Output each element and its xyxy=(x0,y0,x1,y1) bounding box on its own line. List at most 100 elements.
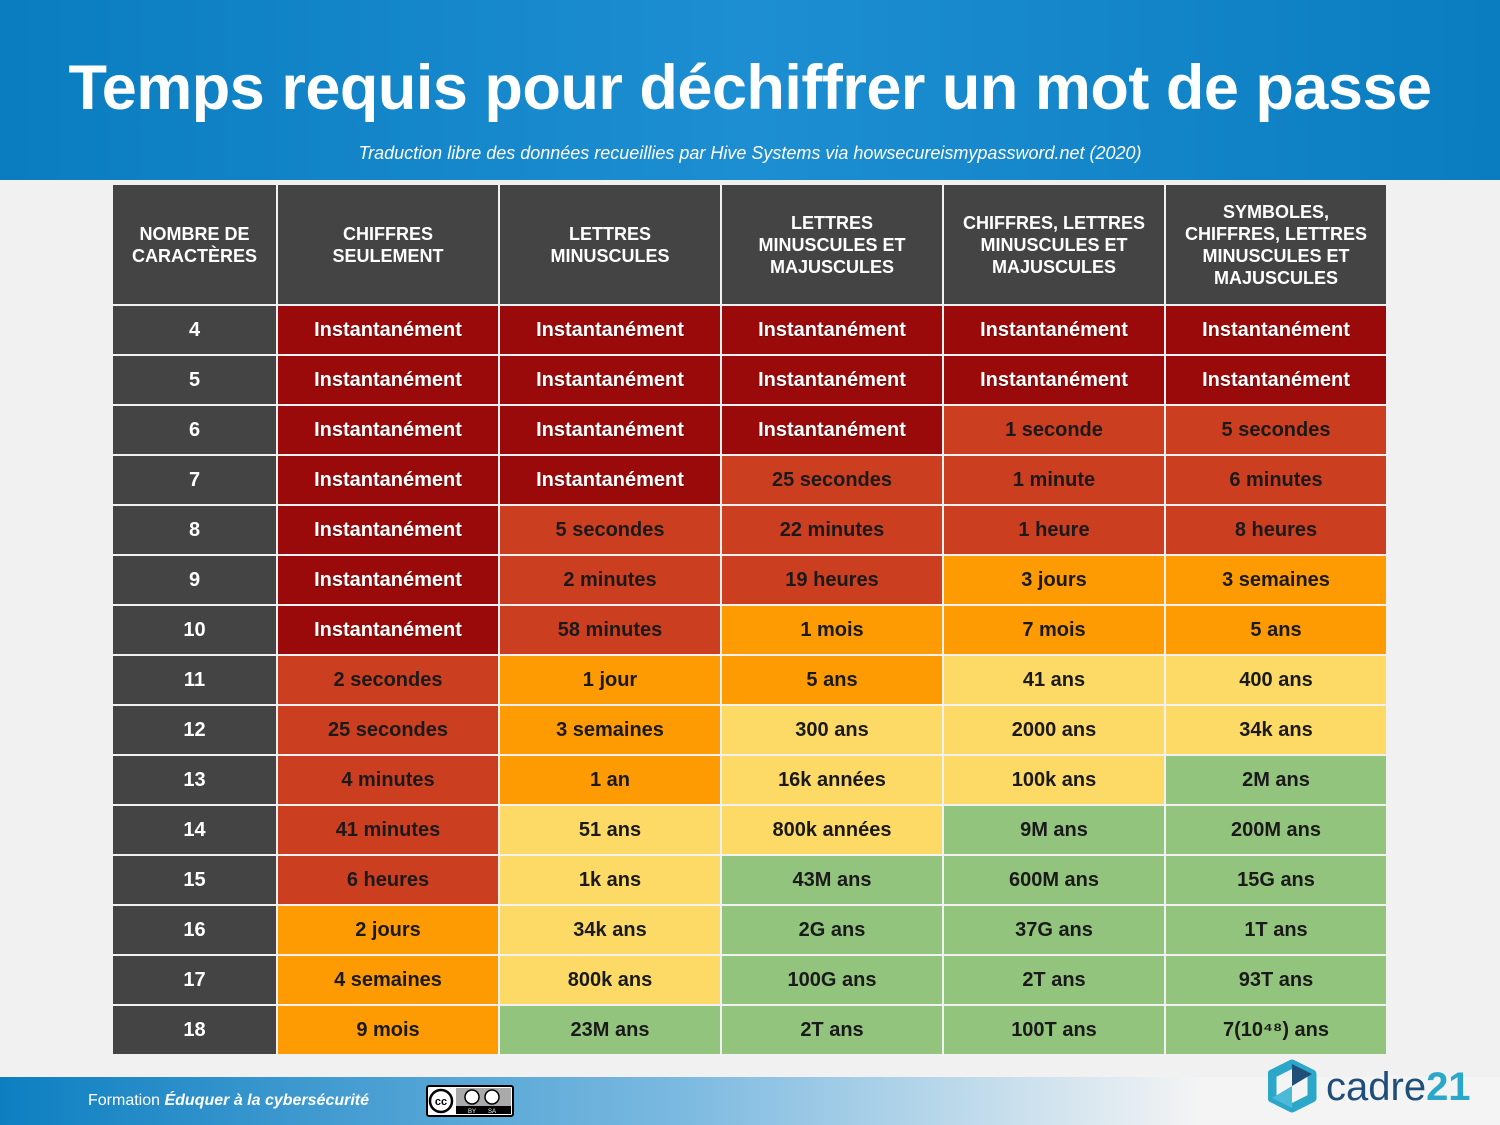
time-cell: 2 jours xyxy=(278,906,498,954)
table: NOMBRE DE CARACTÈRES CHIFFRES SEULEMENT LE… xyxy=(113,185,1386,1054)
column-header: LETTRES MINUSCULES ET MAJUSCULES xyxy=(722,185,942,304)
time-cell: 6 heures xyxy=(278,856,498,904)
column-header: CHIFFRES, LETTRES MINUSCULES ET MAJUSCUL… xyxy=(944,185,1164,304)
sa-label: SA xyxy=(488,1109,496,1115)
time-cell: Instantanément xyxy=(944,356,1164,404)
time-cell: 25 secondes xyxy=(722,456,942,504)
time-cell: Instantanément xyxy=(722,356,942,404)
time-cell: 15G ans xyxy=(1166,856,1386,904)
time-cell: 2G ans xyxy=(722,906,942,954)
subtitle: Traduction libre des données recueillies… xyxy=(358,143,1142,163)
time-cell: Instantanément xyxy=(722,406,942,454)
time-cell: 800k années xyxy=(722,806,942,854)
title: Temps requis pour déchiffrer un mot de p… xyxy=(68,53,1432,123)
time-cell: 100k ans xyxy=(944,756,1164,804)
time-cell: 2T ans xyxy=(722,1006,942,1054)
footer-text: Formation Éduquer à la cybersécurité xyxy=(88,1092,369,1110)
time-cell: Instantanément xyxy=(1166,356,1386,404)
time-cell: 43M ans xyxy=(722,856,942,904)
time-cell: Instantanément xyxy=(278,456,498,504)
logo-text: cadre21 xyxy=(1326,1065,1471,1109)
time-cell: Instantanément xyxy=(722,306,942,354)
time-cell: 2M ans xyxy=(1166,756,1386,804)
time-cell: Instantanément xyxy=(500,356,720,404)
time-cell: Instantanément xyxy=(1166,306,1386,354)
time-cell: 2T ans xyxy=(944,956,1164,1004)
time-cell: 400 ans xyxy=(1166,656,1386,704)
row-header: 9 xyxy=(113,556,276,604)
time-cell: Instantanément xyxy=(278,406,498,454)
time-cell: Instantanément xyxy=(500,306,720,354)
time-cell: 9M ans xyxy=(944,806,1164,854)
time-cell: Instantanément xyxy=(278,556,498,604)
logo-name: cadre xyxy=(1326,1065,1426,1109)
time-cell: 7(10⁴⁸) ans xyxy=(1166,1006,1386,1054)
time-cell: Instantanément xyxy=(278,506,498,554)
time-cell: 16k années xyxy=(722,756,942,804)
time-cell: 1k ans xyxy=(500,856,720,904)
time-cell: 2 secondes xyxy=(278,656,498,704)
time-cell: 200M ans xyxy=(1166,806,1386,854)
time-cell: 1 mois xyxy=(722,606,942,654)
time-cell: 58 minutes xyxy=(500,606,720,654)
time-cell: Instantanément xyxy=(278,606,498,654)
logo-number: 21 xyxy=(1426,1065,1471,1109)
time-cell: 1 jour xyxy=(500,656,720,704)
time-cell: 1 heure xyxy=(944,506,1164,554)
time-cell: 4 semaines xyxy=(278,956,498,1004)
row-header: 13 xyxy=(113,756,276,804)
time-cell: 1 minute xyxy=(944,456,1164,504)
time-cell: 5 secondes xyxy=(1166,406,1386,454)
row-header: 18 xyxy=(113,1006,276,1054)
time-cell: 2000 ans xyxy=(944,706,1164,754)
time-cell: 2 minutes xyxy=(500,556,720,604)
footer-course: Éduquer à la cybersécurité xyxy=(164,1092,370,1109)
time-cell: 25 secondes xyxy=(278,706,498,754)
time-cell: 300 ans xyxy=(722,706,942,754)
column-header: CHIFFRES SEULEMENT xyxy=(278,185,498,304)
time-cell: 23M ans xyxy=(500,1006,720,1054)
time-cell: 3 semaines xyxy=(500,706,720,754)
time-cell: Instantanément xyxy=(500,406,720,454)
header-band xyxy=(0,0,1500,180)
by-label: BY xyxy=(468,1109,476,1115)
time-cell: 37G ans xyxy=(944,906,1164,954)
time-cell: 3 semaines xyxy=(1166,556,1386,604)
time-cell: 41 minutes xyxy=(278,806,498,854)
time-cell: 5 ans xyxy=(722,656,942,704)
row-header: 11 xyxy=(113,656,276,704)
time-cell: 5 secondes xyxy=(500,506,720,554)
footer-label: Formation xyxy=(88,1092,161,1109)
time-cell: 1T ans xyxy=(1166,906,1386,954)
row-header: 16 xyxy=(113,906,276,954)
time-cell: 800k ans xyxy=(500,956,720,1004)
time-cell: 3 jours xyxy=(944,556,1164,604)
time-cell: Instantanément xyxy=(278,356,498,404)
row-header: 8 xyxy=(113,506,276,554)
time-cell: 1 an xyxy=(500,756,720,804)
logo: cadre21 xyxy=(1268,1059,1471,1113)
time-cell: 600M ans xyxy=(944,856,1164,904)
time-cell: 34k ans xyxy=(1166,706,1386,754)
row-header: 7 xyxy=(113,456,276,504)
time-cell: 9 mois xyxy=(278,1006,498,1054)
row-header: 14 xyxy=(113,806,276,854)
row-header: 5 xyxy=(113,356,276,404)
time-cell: 100G ans xyxy=(722,956,942,1004)
time-cell: 7 mois xyxy=(944,606,1164,654)
time-cell: Instantanément xyxy=(944,306,1164,354)
cc-icon: cc xyxy=(435,1096,447,1108)
time-cell: 4 minutes xyxy=(278,756,498,804)
row-header: 6 xyxy=(113,406,276,454)
time-cell: 8 heures xyxy=(1166,506,1386,554)
time-cell: 6 minutes xyxy=(1166,456,1386,504)
time-cell: 100T ans xyxy=(944,1006,1164,1054)
time-cell: 19 heures xyxy=(722,556,942,604)
column-header: NOMBRE DE CARACTÈRES xyxy=(113,185,276,304)
time-cell: 34k ans xyxy=(500,906,720,954)
time-cell: 41 ans xyxy=(944,656,1164,704)
row-header: 10 xyxy=(113,606,276,654)
column-header: LETTRES MINUSCULES xyxy=(500,185,720,304)
time-cell: Instantanément xyxy=(500,456,720,504)
